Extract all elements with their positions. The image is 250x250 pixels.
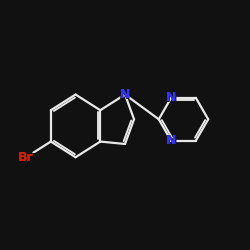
Text: N: N xyxy=(120,88,130,101)
Text: N: N xyxy=(166,91,176,104)
Text: N: N xyxy=(165,134,177,148)
Text: N: N xyxy=(166,134,176,147)
Text: N: N xyxy=(166,91,176,104)
Text: Br: Br xyxy=(18,151,34,164)
Text: N: N xyxy=(120,88,130,101)
Text: Br: Br xyxy=(16,150,36,165)
Text: N: N xyxy=(119,88,131,102)
Text: N: N xyxy=(166,134,176,147)
Text: N: N xyxy=(165,91,177,105)
Text: Br: Br xyxy=(18,151,34,164)
